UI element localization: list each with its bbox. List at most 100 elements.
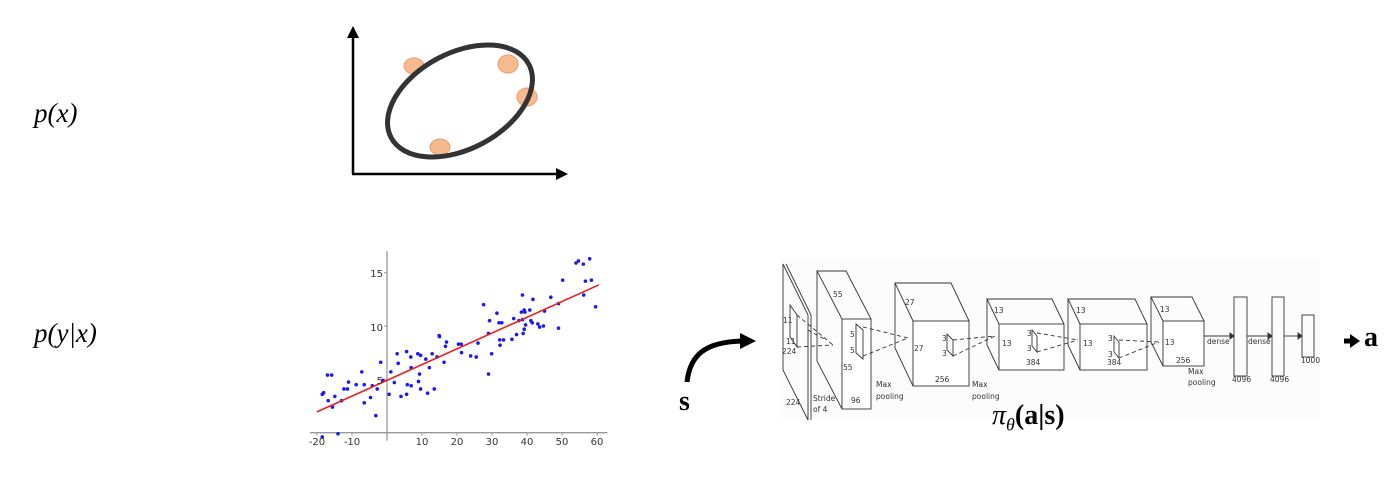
data-point — [430, 351, 434, 356]
data-point — [459, 350, 464, 355]
data-point — [487, 318, 492, 323]
data-point — [326, 398, 331, 403]
data-point — [589, 278, 594, 282]
receptive-field-projection — [796, 314, 834, 346]
data-point — [474, 355, 479, 359]
fc2-size-label: 4096 — [1270, 375, 1289, 384]
conv4-front-face — [1079, 323, 1148, 371]
data-point — [417, 372, 422, 376]
input-image-slab — [782, 263, 809, 421]
data-point — [489, 351, 494, 356]
data-point — [522, 327, 526, 332]
data-point — [501, 338, 506, 342]
conv1-kernel-label: 5 — [850, 346, 855, 355]
conv5-top-face — [1150, 296, 1205, 322]
data-point — [511, 316, 516, 321]
data-point — [581, 293, 586, 297]
policy-args: (a|s) — [1014, 400, 1065, 431]
receptive-field-projection — [862, 337, 909, 357]
data-point — [424, 357, 428, 361]
y-tick-label: 10 — [370, 323, 383, 334]
receptive-field-projection — [952, 335, 996, 341]
conv4-kernel-label: 3 — [1108, 350, 1113, 359]
y-tick-label: 15 — [370, 269, 383, 280]
conv5-front-face — [1162, 320, 1205, 367]
pool3-label: Max — [1188, 367, 1204, 376]
x-tick-label: 20 — [451, 437, 464, 448]
data-point — [481, 302, 486, 307]
y-tick-label: 5 — [377, 376, 383, 387]
conv2-channel-label: 256 — [935, 375, 950, 384]
conv4-channel-label: 384 — [1107, 358, 1122, 367]
data-point — [444, 340, 449, 344]
data-point — [497, 320, 501, 325]
data-point — [456, 342, 461, 346]
receptive-field-projection — [862, 326, 909, 339]
conv4-dim-label: 13 — [1083, 339, 1093, 348]
data-point — [425, 391, 430, 396]
dense-label: dense — [1207, 337, 1230, 346]
data-point — [574, 261, 578, 265]
data-point — [418, 387, 423, 391]
conv5-dim-label: 13 — [1165, 338, 1175, 347]
data-point — [375, 387, 380, 391]
data-point — [336, 431, 340, 436]
data-point — [476, 341, 480, 345]
x-tick-label: 40 — [521, 437, 534, 448]
data-point — [368, 395, 373, 400]
conv1-front-face — [841, 318, 872, 410]
fc1-size-label: 4096 — [1232, 375, 1251, 384]
policy-theta: θ — [1006, 414, 1015, 435]
data-point — [387, 392, 391, 397]
data-point — [528, 308, 532, 312]
pool2-label: pooling — [972, 392, 1000, 401]
policy-label: πθ(a|s) — [992, 400, 1065, 436]
data-point — [362, 401, 367, 405]
data-point — [427, 365, 432, 370]
conv5-side-face — [1150, 297, 1164, 367]
output-size-label: 1000 — [1301, 356, 1320, 365]
data-point — [416, 379, 421, 384]
data-point — [389, 370, 393, 374]
data-point — [374, 413, 378, 418]
data-point — [593, 304, 598, 309]
conv3-dim-label: 13 — [1002, 339, 1012, 348]
density-axes — [347, 26, 568, 180]
conv4-kernel-label: 3 — [1108, 334, 1113, 343]
conv3-channel-label: 384 — [1026, 358, 1041, 367]
data-point — [442, 360, 446, 365]
data-point — [418, 353, 423, 358]
pool1-label: Max — [876, 380, 892, 389]
data-point — [537, 325, 542, 329]
state-input-arrow — [684, 338, 743, 383]
conv4-side-face — [1067, 299, 1081, 371]
conv5-channel-label: 256 — [1176, 356, 1191, 365]
data-point — [342, 387, 346, 391]
pool3-label: pooling — [1188, 378, 1216, 387]
input-kernel-label: 11 — [783, 316, 793, 325]
data-point — [345, 387, 350, 391]
pool2-label: Max — [972, 380, 988, 389]
data-point — [536, 322, 540, 326]
x-tick-label: -10 — [344, 437, 360, 448]
data-point — [530, 320, 535, 325]
data-point — [510, 337, 514, 342]
data-point — [531, 297, 535, 302]
conv4-dim-label: 13 — [1076, 306, 1086, 315]
data-point — [432, 387, 437, 391]
x-tick-label: 60 — [591, 437, 604, 448]
data-point — [437, 334, 442, 339]
data-point — [404, 349, 409, 354]
data-point — [396, 361, 401, 366]
data-point — [556, 326, 561, 330]
data-point — [404, 392, 409, 397]
conv3-kernel-label: 3 — [1027, 344, 1032, 353]
data-point — [354, 382, 359, 387]
stride-label: of 4 — [813, 405, 828, 414]
arrowhead-icon — [1229, 332, 1235, 340]
stride-label: Stride — [813, 394, 836, 403]
arrowhead-icon — [1297, 332, 1303, 340]
data-point — [399, 394, 403, 399]
